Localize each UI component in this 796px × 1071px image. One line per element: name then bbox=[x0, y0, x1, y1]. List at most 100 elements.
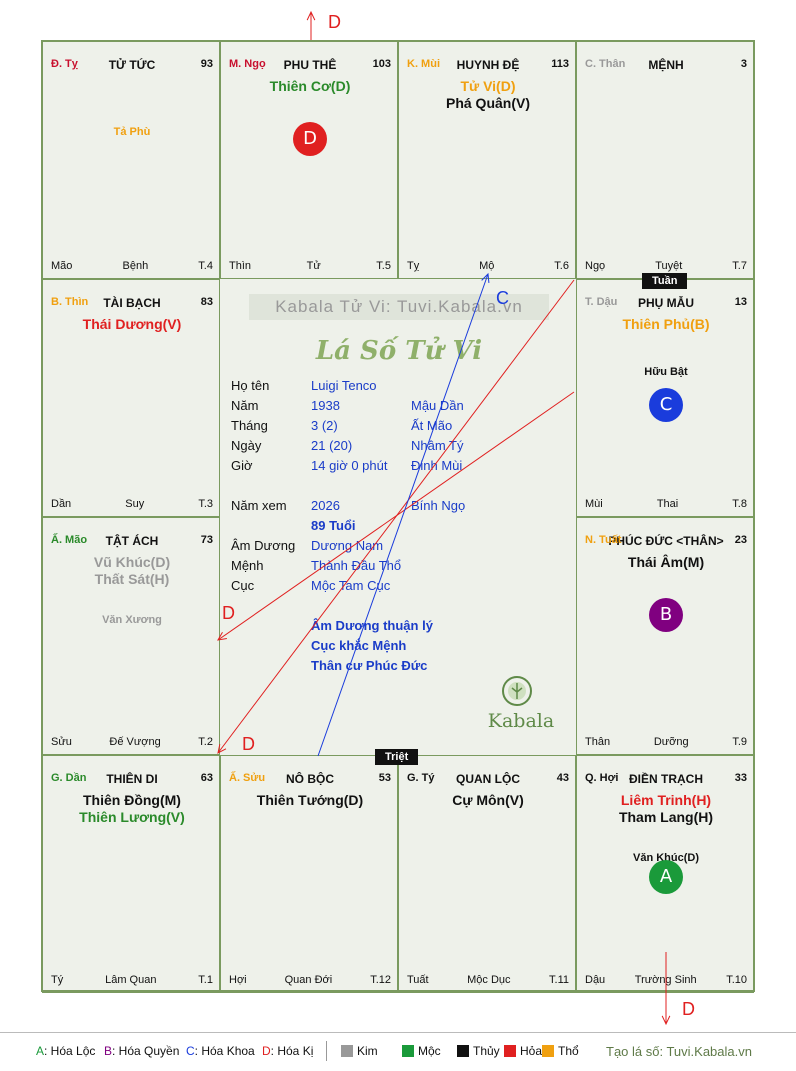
info-value: Dương Nam bbox=[311, 538, 384, 553]
legend-key: A bbox=[36, 1044, 45, 1058]
legend-hoa-item: C: Hóa Khoa bbox=[186, 1044, 255, 1058]
palace-stem: Đ. Tỵ bbox=[51, 58, 78, 70]
palace-cell[interactable]: HUYNH ĐỆ K. Mùi 113 Tử Vi(D) Phá Quân(V) Tỵ Mộ… bbox=[398, 41, 576, 279]
legend-text: Hỏa bbox=[520, 1044, 543, 1058]
palace-cell[interactable]: TÀI BẠCH B. Thìn 83 Thái Dương(V) Dần Suy T.3 bbox=[42, 279, 220, 517]
legend-key: B bbox=[104, 1044, 113, 1058]
palace-cell[interactable]: PHU THÊ M. Ngọ 103 Thiên Cơ(D) D Thìn Tử T.5 bbox=[220, 41, 398, 279]
palace-name: PHỤ MẪU bbox=[638, 296, 694, 310]
age-range: T.4 bbox=[198, 260, 213, 272]
main-star: Thái Dương(V) bbox=[82, 316, 182, 332]
chart-board: TỬ TỨC Đ. Tỵ 93 Tả Phù Mão Bệnh T.4 PHU THÊ M. N… bbox=[41, 40, 755, 993]
chart-title: Lá Số Tử Vi bbox=[315, 336, 483, 366]
earthly-branch: Dần bbox=[51, 498, 72, 510]
palace-number: 103 bbox=[372, 58, 391, 70]
info-label: Năm xem bbox=[231, 498, 287, 513]
earthly-branch: Dậu bbox=[585, 974, 606, 986]
info-value: 2026 bbox=[311, 498, 340, 513]
palace-name: PHU THÊ bbox=[283, 58, 337, 72]
palace-cell[interactable]: PHỤ MẪU T. Dậu 13 Thiên Phủ(B) Hữu Bật C Mùi Th… bbox=[576, 279, 754, 517]
age-range: T.1 bbox=[198, 974, 213, 986]
age-range: T.7 bbox=[732, 260, 747, 272]
info-value: 21 (20) bbox=[311, 438, 353, 453]
info-note: Âm Dương thuận lý bbox=[311, 618, 433, 633]
palace-stem: B. Thìn bbox=[51, 296, 89, 308]
palace-cell[interactable]: NÔ BỘC Ấ. Sửu 53 Thiên Tướng(D) Hợi Quan Đới T… bbox=[220, 755, 398, 993]
palace-stem: Ấ. Sửu bbox=[229, 772, 266, 784]
minor-star: Tả Phù bbox=[113, 126, 151, 138]
main-star: Phá Quân(V) bbox=[445, 95, 530, 111]
legend-hoa-item: B: Hóa Quyền bbox=[104, 1044, 179, 1058]
palace-name: QUAN LỘC bbox=[456, 772, 520, 786]
palace-footer: Thìn Tử T.5 bbox=[229, 260, 391, 272]
palace-name: NÔ BỘC bbox=[286, 772, 334, 786]
info-canchi: Bính Ngọ bbox=[411, 498, 466, 513]
palace-number: 93 bbox=[200, 58, 213, 70]
palace-number: 13 bbox=[734, 296, 747, 308]
palace-name: TÀI BẠCH bbox=[103, 296, 161, 310]
info-value: 1938 bbox=[311, 398, 340, 413]
palace-stem: Ấ. Mão bbox=[51, 534, 88, 546]
palace-cell[interactable]: MỆNH C. Thân 3 Ngọ Tuyệt T.7 bbox=[576, 41, 754, 279]
arrow-label: D bbox=[682, 999, 695, 1019]
palace-cell[interactable]: TẬT ÁCH Ấ. Mão 73 Vũ Khúc(D) Thất Sát(H) Văn … bbox=[42, 517, 220, 755]
main-star: Tham Lang(H) bbox=[618, 809, 714, 825]
palace-cell[interactable]: THIÊN DI G. Dần 63 Thiên Đồng(M) Thiên Lương… bbox=[42, 755, 220, 993]
palace-stem: G. Tý bbox=[407, 772, 435, 784]
life-stage: Bệnh bbox=[122, 260, 149, 272]
info-value: Mộc Tam Cục bbox=[311, 578, 391, 593]
kabala-logo-icon bbox=[502, 676, 532, 706]
palace-cell[interactable]: PHÚC ĐỨC <THÂN> N. Tuất 23 Thái Âm(M) B Thân D… bbox=[576, 517, 754, 755]
element-swatch bbox=[457, 1045, 469, 1057]
legend-text: Kim bbox=[357, 1044, 378, 1058]
arrow-head-icon bbox=[661, 1015, 671, 1026]
palace-number: 43 bbox=[556, 772, 569, 784]
palace-footer: Tuất Mộc Dục T.11 bbox=[407, 974, 569, 986]
element-swatch bbox=[402, 1045, 414, 1057]
life-stage: Tuyệt bbox=[655, 260, 683, 272]
earthly-branch: Hợi bbox=[229, 974, 247, 986]
hoa-badge-icon: B bbox=[649, 598, 683, 632]
palace-number: 3 bbox=[740, 58, 747, 70]
palace-footer: Thân Dưỡng T.9 bbox=[585, 736, 747, 748]
main-star: Tử Vi(D) bbox=[460, 78, 516, 94]
info-label: Họ tên bbox=[231, 378, 270, 393]
info-canchi: Ất Mão bbox=[411, 418, 453, 433]
arrow-head-icon bbox=[306, 10, 316, 21]
info-label: Tháng bbox=[231, 418, 268, 433]
credit-link[interactable]: Tạo lá số: Tuvi.Kabala.vn bbox=[606, 1044, 752, 1059]
age-range: T.6 bbox=[554, 260, 569, 272]
earthly-branch: Tuất bbox=[407, 974, 429, 986]
palace-cell[interactable]: TỬ TỨC Đ. Tỵ 93 Tả Phù Mão Bệnh T.4 bbox=[42, 41, 220, 279]
element-swatch bbox=[542, 1045, 554, 1057]
main-star: Cự Môn(V) bbox=[452, 792, 524, 808]
main-star: Thiên Tướng(D) bbox=[256, 792, 364, 808]
legend-key: D bbox=[262, 1044, 271, 1058]
palace-footer: Mão Bệnh T.4 bbox=[51, 260, 213, 272]
info-label: Giờ bbox=[231, 458, 253, 473]
info-canchi: Đinh Mùi bbox=[411, 458, 463, 473]
age-range: T.11 bbox=[549, 974, 569, 986]
life-stage: Mộ bbox=[479, 260, 495, 272]
legend-hoa-item: D: Hóa Kị bbox=[262, 1044, 313, 1058]
palace-stem: T. Dậu bbox=[585, 296, 618, 308]
palace-cell[interactable]: QUAN LỘC G. Tý 43 Cự Môn(V) Tuất Mộc Dục T.11 bbox=[398, 755, 576, 993]
palace-number: 83 bbox=[200, 296, 213, 308]
element-swatch bbox=[341, 1045, 353, 1057]
legend-text: : Hóa Quyền bbox=[112, 1044, 180, 1058]
main-star: Thiên Lương(V) bbox=[79, 809, 185, 825]
age-range: T.5 bbox=[376, 260, 391, 272]
legend-element-item: Mộc bbox=[402, 1044, 441, 1058]
palace-footer: Tý Lâm Quan T.1 bbox=[51, 974, 213, 986]
earthly-branch: Tý bbox=[51, 974, 64, 986]
age-range: T.3 bbox=[198, 498, 213, 510]
legend-text: Thủy bbox=[473, 1044, 500, 1058]
info-label: Âm Dương bbox=[231, 538, 296, 553]
info-value: 3 (2) bbox=[311, 418, 338, 433]
main-star: Thất Sát(H) bbox=[94, 571, 170, 587]
palace-footer: Hợi Quan Đới T.12 bbox=[229, 974, 391, 986]
main-star: Thiên Phủ(B) bbox=[622, 316, 710, 332]
palace-cell[interactable]: ĐIỀN TRẠCH Q. Hợi 33 Liêm Trinh(H) Tham Lang… bbox=[576, 755, 754, 993]
life-stage: Mộc Dục bbox=[467, 974, 511, 986]
main-star: Thiên Đồng(M) bbox=[83, 792, 181, 808]
